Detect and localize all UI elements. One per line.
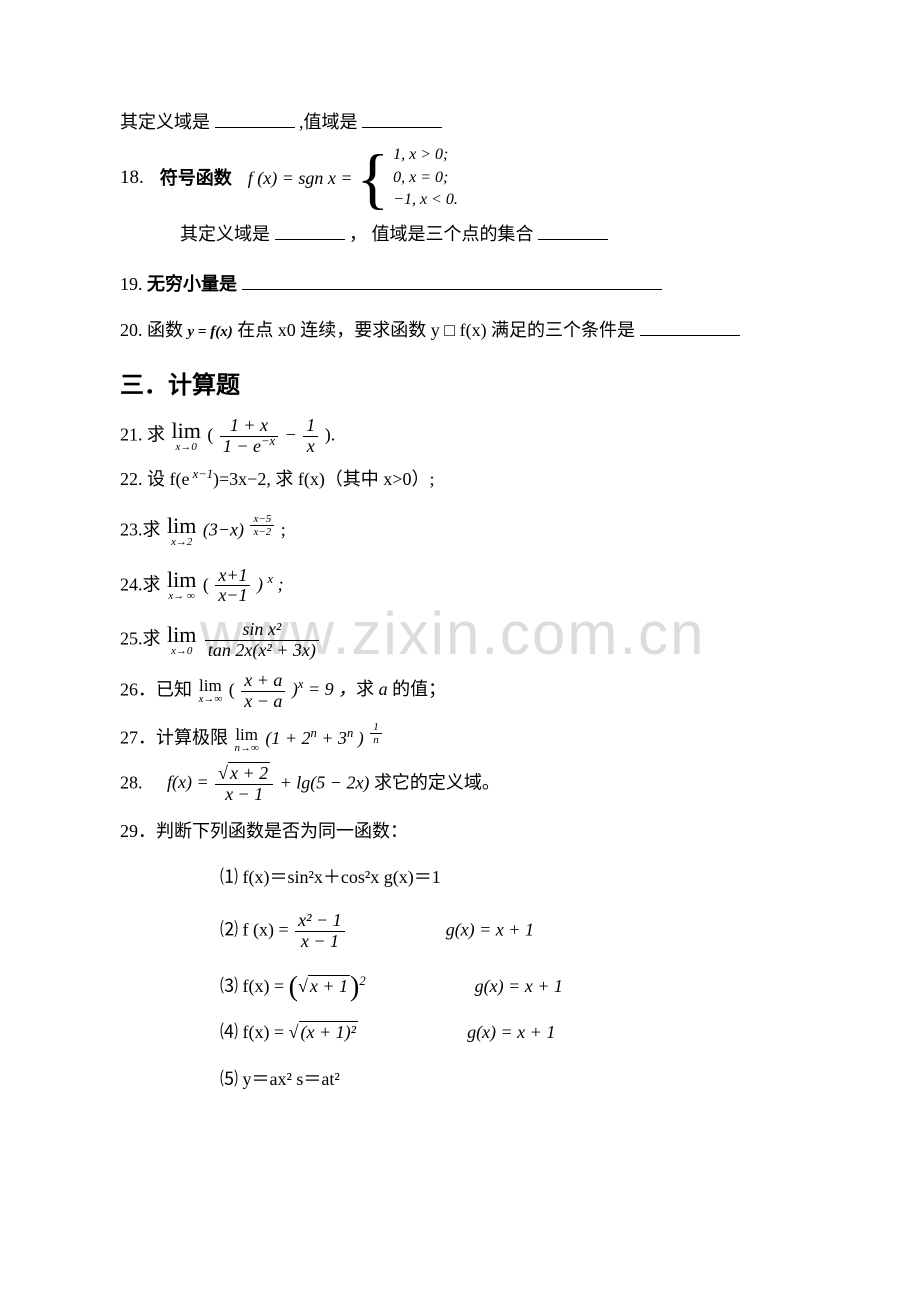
q17-line: 其定义域是 ,值域是 [120,106,800,138]
lim-icon-4: limx→0 [167,624,196,657]
q29-4-l: ⑷ f(x) = [220,1022,289,1042]
q23-line: 23.求 limx→2 (3−x) x−5 x−2 ; [120,513,800,548]
q25-fnum: sin x² [205,620,319,641]
q29-2: ⑵ f (x) = x² − 1 x − 1 g(x) = x + 1 [220,911,800,952]
q29-4-r: g(x) = x + 1 [467,1022,555,1042]
q24-fden: x−1 [215,586,250,606]
q18-label: 符号函数 [160,162,232,194]
lim-icon-6: limn→∞ [235,726,259,754]
q19-num: 19. [120,274,143,294]
blank-q19 [242,271,662,290]
q28-fx: f(x) = [167,772,209,792]
q29-2-num: x² − 1 [295,911,345,932]
q26-fden: x − a [241,692,285,712]
blank-range [362,109,442,128]
q18-sub-t1: 其定义域是 [180,224,270,244]
lim-sub-6: n→∞ [235,743,259,754]
q18-row2: 0, x = 0; [393,167,458,189]
lim-icon: limx→0 [172,420,201,453]
q27-exp-den: n [370,734,382,746]
q19-line: 19. 无穷小量是 [120,268,800,300]
blank-q18a [275,221,345,240]
q29-line: 29．判断下列函数是否为同一函数： [120,815,800,847]
q22-line: 22. 设 f(e x−1)=3x−2, 求 f(x)（其中 x>0）; [120,463,800,495]
q29-5: ⑸ y＝ax² s＝at² [220,1063,800,1095]
q20-line: 20. 函数 y = f(x) 在点 x0 连续，要求函数 y □ f(x) 满… [120,314,800,346]
q29-3-l: ⑶ f(x) = [220,976,289,996]
q25-fden: tan 2x(x² + 3x) [205,641,319,661]
q23-tail: ; [281,519,286,539]
q23-num: 23.求 [120,519,161,539]
q24-line: 24.求 limx→ ∞ ( x+1 x−1 ) x ; [120,566,800,607]
q21-num: 21. 求 [120,424,165,444]
blank-q18b [538,221,608,240]
lim-sub-3: x→ ∞ [167,591,196,602]
blank-q20 [640,317,740,336]
q26-fnum: x + a [241,671,285,692]
q28-rad: √x + 2 [215,764,273,785]
q20-t2: 在点 x0 连续，要求函数 y □ f(x) 满足的三个条件是 [237,320,639,340]
q29-1: ⑴ f(x)＝sin²x＋cos²x g(x)＝1 [220,861,800,893]
q21-den2: x [303,437,318,457]
q29-4: ⑷ f(x) = √(x + 1)² g(x) = x + 1 [220,1016,800,1048]
lim-sub-4: x→0 [167,646,196,657]
section-3-title: 三．计算题 [120,365,800,408]
q29-2-r: g(x) = x + 1 [446,920,534,940]
q28-num: 28. [120,772,143,792]
lim-sub: x→0 [172,442,201,453]
q20-fx: y = f(x) [188,324,233,340]
q21-num2: 1 [303,416,318,437]
q29-3-r: g(x) = x + 1 [475,976,563,996]
q24-num: 24.求 [120,574,161,594]
q24-fnum: x+1 [215,566,250,587]
q28-plus: + lg(5 − 2x) [280,772,370,792]
q17-pre: 其定义域是 [120,112,210,132]
q20-t1: 函数 [147,320,188,340]
q18-sub-t2: ， 值域是三个点的集合 [349,224,534,244]
q28-line: 28. f(x) = √x + 2 x − 1 + lg(5 − 2x) 求它的… [120,764,800,805]
q29-2-l: ⑵ f (x) = [220,920,293,940]
q29-3: ⑶ f(x) = (√x + 1)2 g(x) = x + 1 [220,970,800,1002]
q18-num: 18. [120,161,144,195]
lim-icon-3: limx→ ∞ [167,569,196,602]
q19-text: 无穷小量是 [147,274,237,294]
q28-tail: 求它的定义域。 [374,772,500,792]
q26-eq: )x = 9 ，求 a 的值； [292,679,446,699]
q27-num: 27．计算极限 [120,728,233,748]
q25-num: 25.求 [120,629,161,649]
q17-mid: ,值域是 [299,112,358,132]
q23-base: (3−x) [203,519,244,539]
q29-2-den: x − 1 [295,932,345,952]
q27-line: 27．计算极限 limn→∞ (1 + 2n + 3n ) 1 n [120,721,800,754]
q26-num: 26．已知 [120,679,192,699]
q23-exp-den: x−2 [250,526,274,538]
q28-den: x − 1 [215,785,273,805]
q18-row1: 1, x > 0; [393,144,458,166]
lim-icon-2: limx→2 [167,515,196,548]
q21-line: 21. 求 limx→0 ( 1 + x 1 − e−x − 1 x ). [120,416,800,457]
q20-num: 20. [120,320,143,340]
q18-row3: −1, x < 0. [393,189,458,211]
q26-line: 26．已知 limx→∞ ( x + a x − a )x = 9 ，求 a 的… [120,671,800,712]
q18-sub: 其定义域是 ， 值域是三个点的集合 [180,218,800,250]
q25-line: 25.求 limx→0 sin x² tan 2x(x² + 3x) [120,620,800,661]
brace-left-icon: { [357,151,390,205]
lim-icon-5: limx→∞ [199,677,223,705]
q21-tail: ). [325,424,336,444]
lim-sub-2: x→2 [167,537,196,548]
q21-den1: 1 − e−x [220,437,278,457]
q27-exp-num: 1 [370,721,382,734]
q18-fx: f (x) = sgn x = [248,162,353,194]
q18-brace: { 1, x > 0; 0, x = 0; −1, x < 0. [357,144,458,211]
blank-domain [215,109,295,128]
lim-sub-5: x→∞ [199,694,223,705]
q18-line: 18. 符号函数 f (x) = sgn x = { 1, x > 0; 0, … [120,144,800,211]
q23-exp-num: x−5 [250,513,274,526]
